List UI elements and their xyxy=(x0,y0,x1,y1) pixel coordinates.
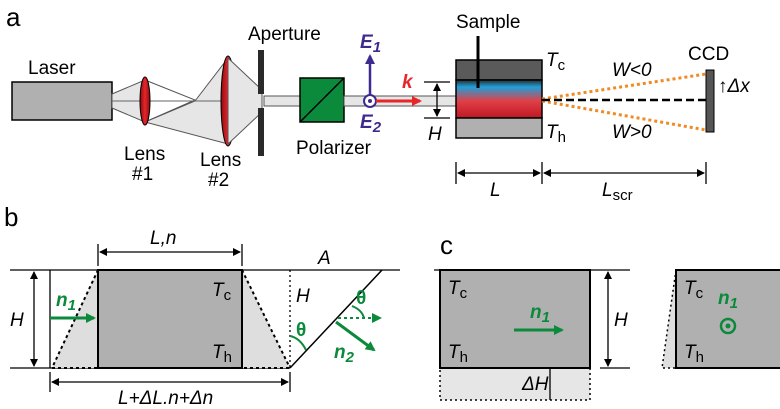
c2-wedge xyxy=(661,269,677,369)
sample-hot-plate xyxy=(455,117,543,139)
lens-2-label-line2: #2 xyxy=(208,170,229,191)
e2-dot-icon xyxy=(368,99,372,103)
polarizer-diagonal xyxy=(299,77,345,123)
laser-box xyxy=(11,81,113,121)
c2-n1-label: n1 xyxy=(718,288,738,312)
b-theta2-arc xyxy=(351,305,365,319)
polarizer-label: Polarizer xyxy=(296,138,372,159)
beam-w-pos xyxy=(541,99,707,132)
c2-n1-dot-icon xyxy=(725,323,731,329)
sample-cold-plate xyxy=(455,59,543,81)
b-n2-label: n2 xyxy=(334,342,355,366)
h-label: H xyxy=(428,124,442,145)
b-ln-label: L,n xyxy=(150,228,176,249)
tc-label: Tc xyxy=(546,50,566,74)
b-tilted-line xyxy=(289,269,383,369)
sample-gradient-medium xyxy=(455,79,543,119)
th-label: Th xyxy=(546,122,566,146)
l-label: L xyxy=(490,180,501,201)
panel-label-b: b xyxy=(4,202,18,232)
aperture-label: Aperture xyxy=(248,24,321,45)
b-n2-arrow xyxy=(335,320,376,352)
collimated-beam xyxy=(263,95,301,107)
w-pos-label: W>0 xyxy=(612,122,652,143)
panel-label-c: c xyxy=(440,230,453,260)
panel-label-a: a xyxy=(6,2,21,32)
b-a-label: A xyxy=(317,248,331,269)
b-theta1-label: θ xyxy=(296,320,306,341)
lscr-label: Lscr xyxy=(602,180,633,204)
c-h-label: H xyxy=(614,310,628,331)
b-theta1-arc xyxy=(289,335,307,351)
b-th-label: Th xyxy=(212,342,232,366)
c2-th-label: Th xyxy=(684,342,704,366)
lens-1-label-line2: #1 xyxy=(132,164,153,185)
lens-2-label-line1: Lens xyxy=(200,150,241,171)
ccd-detector xyxy=(705,69,715,133)
b-h-left-label: H xyxy=(10,310,24,331)
ccd-label: CCD xyxy=(688,44,729,65)
b-wedge-right-edge xyxy=(241,269,291,369)
e2-label: E2 xyxy=(360,112,382,136)
c-sample-block xyxy=(439,269,591,369)
aperture-lower xyxy=(258,108,264,156)
sample-label: Sample xyxy=(456,12,520,33)
c2-n1-out-of-page-icon xyxy=(719,317,737,335)
beam-w-neg xyxy=(541,72,707,101)
b-tc-label: Tc xyxy=(212,280,232,304)
c-th-label: Th xyxy=(448,342,468,366)
w-neg-label: W<0 xyxy=(612,60,652,81)
aperture-upper xyxy=(258,50,264,94)
b-theta2-label: θ xyxy=(356,288,366,309)
b-n1-label: n1 xyxy=(56,290,76,314)
lens-1 xyxy=(139,76,151,126)
k-label: k xyxy=(402,72,414,93)
b-sample-block xyxy=(97,269,243,369)
laser-label: Laser xyxy=(28,58,76,79)
b-h-mid-label: H xyxy=(296,286,310,307)
c-shifted-region xyxy=(439,367,591,401)
c-dh-label: ΔH xyxy=(521,374,549,395)
c-n1-label: n1 xyxy=(530,302,550,326)
c2-tc-label: Tc xyxy=(684,278,704,302)
dx-label: ↑Δx xyxy=(718,76,751,97)
b-total-label: L+ΔL.n+Δn xyxy=(118,388,213,409)
expanded-beam xyxy=(227,56,263,146)
e1-label: E1 xyxy=(360,32,381,56)
lens-1-label-line1: Lens xyxy=(124,144,165,165)
c-tc-label: Tc xyxy=(448,278,468,302)
